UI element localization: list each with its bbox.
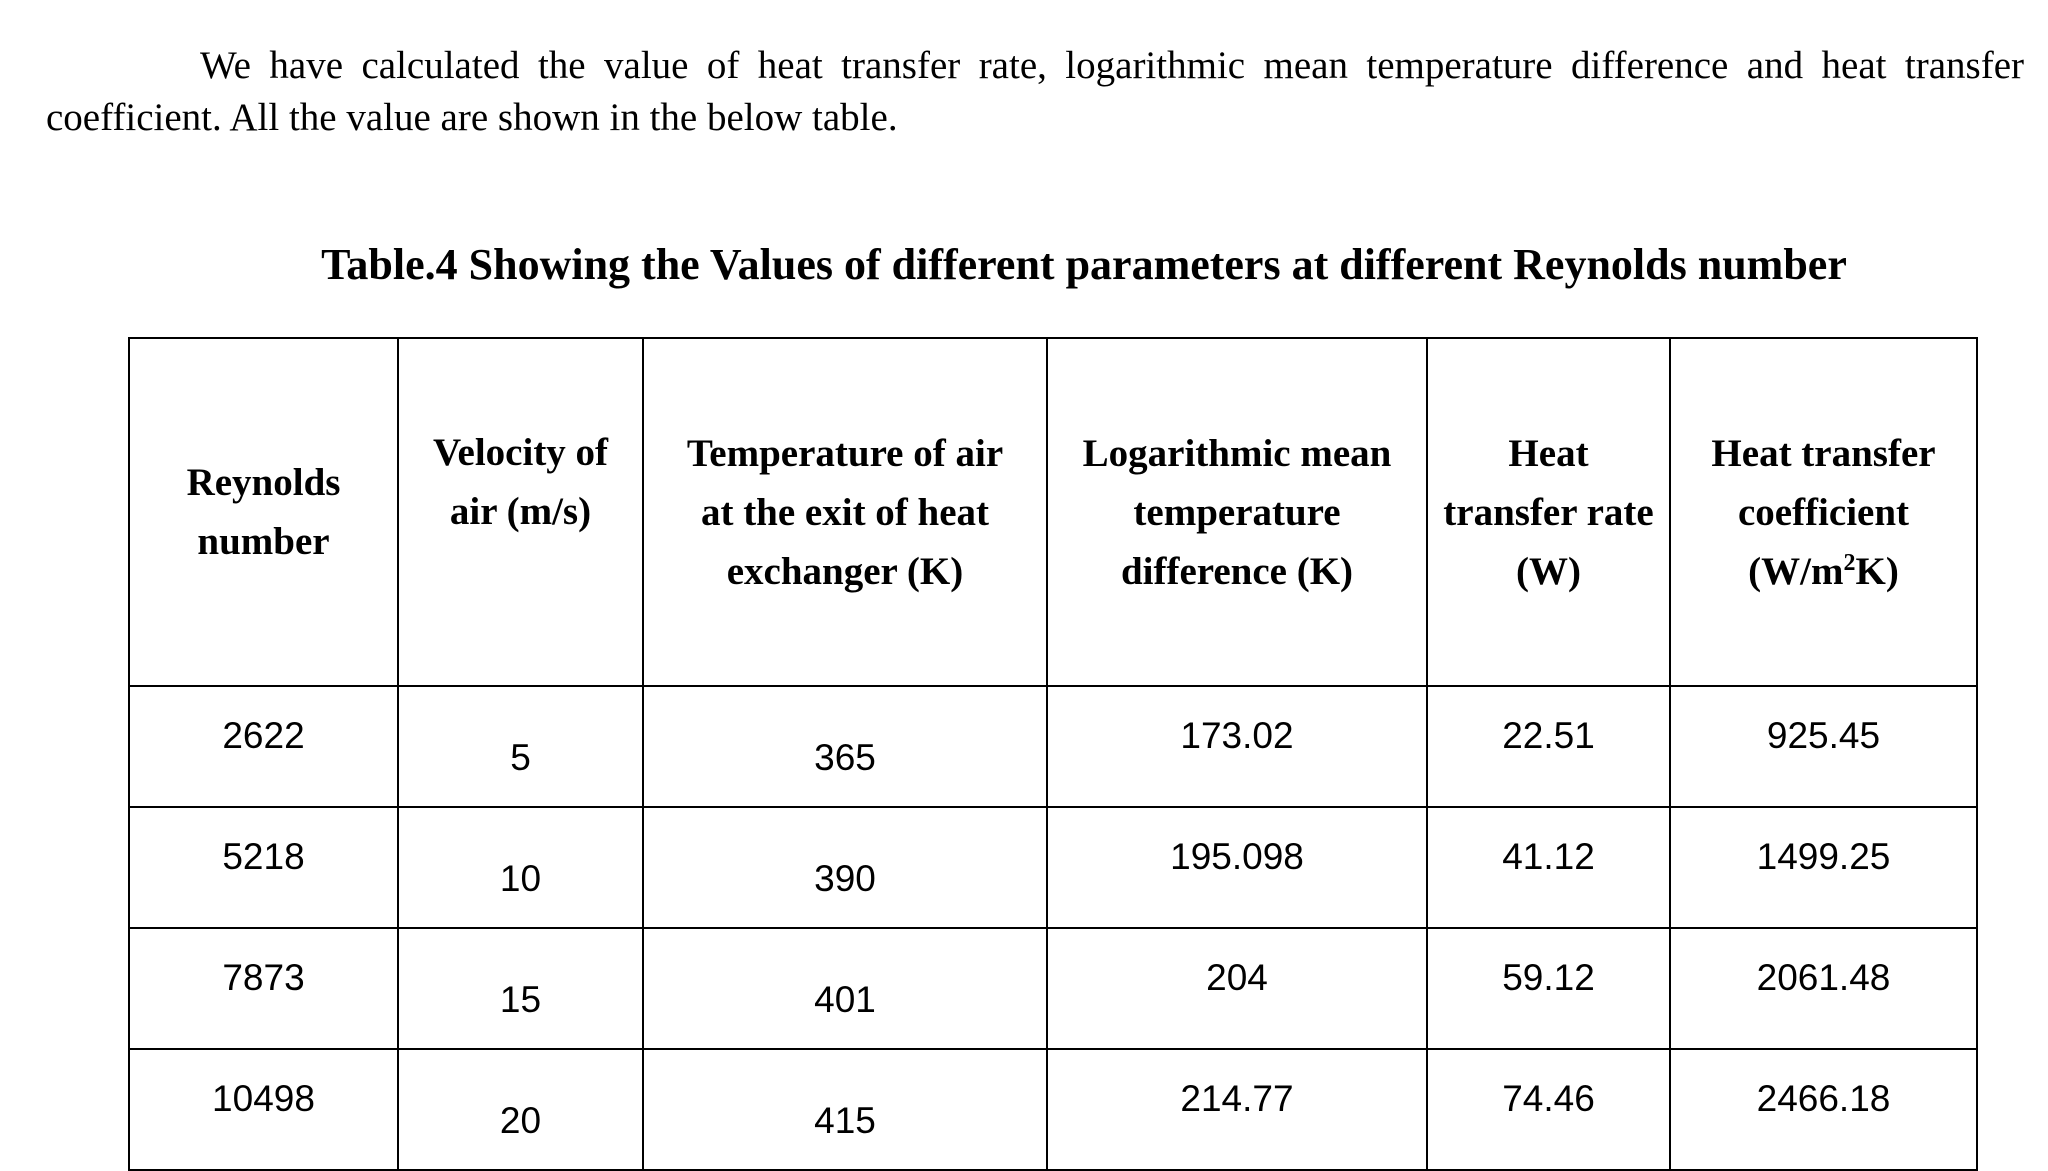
cell-velocity: 20 bbox=[397, 1048, 644, 1171]
header-exit-temperature: Temperature of air at the exit of heat e… bbox=[642, 337, 1048, 687]
header-lmtd: Logarithmic mean temperature difference … bbox=[1046, 337, 1428, 687]
header-heat-transfer-rate: Heat transfer rate (W) bbox=[1426, 337, 1671, 687]
unit-text: (W/m2K) bbox=[1748, 549, 1899, 593]
cell-exit-temperature: 390 bbox=[642, 806, 1048, 929]
cell-velocity: 15 bbox=[397, 927, 644, 1050]
cell-heat-transfer-rate: 74.46 bbox=[1426, 1048, 1671, 1171]
cell-lmtd: 214.77 bbox=[1046, 1048, 1428, 1171]
table-row: 5218 10 390 195.098 41.12 1499.25 bbox=[128, 806, 1978, 929]
cell-exit-temperature: 415 bbox=[642, 1048, 1048, 1171]
cell-lmtd: 173.02 bbox=[1046, 685, 1428, 808]
data-table-container: Reynolds number Velocity of air (m/s) Te… bbox=[128, 337, 1978, 1171]
cell-heat-transfer-rate: 22.51 bbox=[1426, 685, 1671, 808]
cell-lmtd: 204 bbox=[1046, 927, 1428, 1050]
cell-velocity: 5 bbox=[397, 685, 644, 808]
table-row: 10498 20 415 214.77 74.46 2466.18 bbox=[128, 1048, 1978, 1171]
table-row: 2622 5 365 173.02 22.51 925.45 bbox=[128, 685, 1978, 808]
data-table: Reynolds number Velocity of air (m/s) Te… bbox=[128, 337, 1978, 1171]
cell-reynolds: 10498 bbox=[128, 1048, 399, 1171]
header-heat-transfer-coefficient: Heat transfer coefficient (W/m2K) bbox=[1669, 337, 1978, 687]
cell-heat-transfer-coefficient: 925.45 bbox=[1669, 685, 1978, 808]
cell-reynolds: 2622 bbox=[128, 685, 399, 808]
cell-lmtd: 195.098 bbox=[1046, 806, 1428, 929]
body-paragraph: We have calculated the value of heat tra… bbox=[46, 44, 2024, 139]
table-caption: Table.4 Showing the Values of different … bbox=[321, 240, 1847, 289]
cell-exit-temperature: 401 bbox=[642, 927, 1048, 1050]
cell-heat-transfer-coefficient: 2061.48 bbox=[1669, 927, 1978, 1050]
cell-reynolds: 7873 bbox=[128, 927, 399, 1050]
cell-heat-transfer-rate: 41.12 bbox=[1426, 806, 1671, 929]
cell-heat-transfer-coefficient: 2466.18 bbox=[1669, 1048, 1978, 1171]
cell-heat-transfer-coefficient: 1499.25 bbox=[1669, 806, 1978, 929]
cell-reynolds: 5218 bbox=[128, 806, 399, 929]
header-velocity: Velocity of air (m/s) bbox=[397, 337, 644, 687]
header-row: Reynolds number Velocity of air (m/s) Te… bbox=[128, 337, 1978, 687]
cell-velocity: 10 bbox=[397, 806, 644, 929]
cell-exit-temperature: 365 bbox=[642, 685, 1048, 808]
header-reynolds-number: Reynolds number bbox=[128, 337, 399, 687]
cell-heat-transfer-rate: 59.12 bbox=[1426, 927, 1671, 1050]
table-row: 7873 15 401 204 59.12 2061.48 bbox=[128, 927, 1978, 1050]
